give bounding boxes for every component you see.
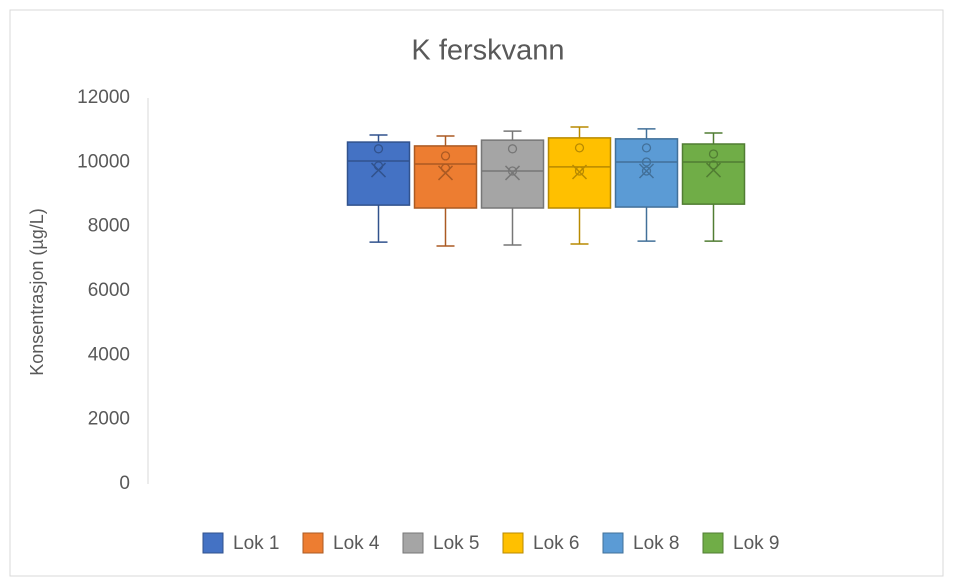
mean-marker [638,163,655,179]
mean-marker [504,165,521,181]
legend-swatch [402,532,424,554]
legend-label: Lok 9 [733,533,779,554]
mean-marker [571,164,588,180]
box [614,138,679,208]
data-point [641,157,652,167]
box [480,139,545,209]
data-point [574,143,585,153]
legend-swatch [302,532,324,554]
data-point [641,143,652,153]
data-point [574,166,585,176]
box [681,143,746,205]
y-tick-label: 6000 [88,280,130,301]
legend-label: Lok 8 [633,533,679,554]
y-tick-label: 8000 [88,216,130,237]
legend-label: Lok 5 [433,533,479,554]
legend-label: Lok 6 [533,533,579,554]
data-point [708,160,719,170]
y-tick-label: 10000 [77,151,130,172]
legend-swatch [602,532,624,554]
legend-label: Lok 1 [233,533,279,554]
data-point [708,149,719,159]
data-point [641,166,652,176]
data-point [373,161,384,171]
legend-swatch [202,532,224,554]
mean-marker [437,165,454,181]
y-tick-label: 12000 [77,87,130,108]
legend-swatch [502,532,524,554]
data-point [440,151,451,161]
y-axis-title: Konsentrasjon (µg/L) [27,208,47,375]
data-point [507,144,518,154]
y-tick-label: 4000 [88,344,130,365]
box [413,145,478,209]
y-tick-label: 2000 [88,409,130,430]
legend-label: Lok 4 [333,533,380,554]
chart-frame [9,9,944,577]
data-point [440,163,451,173]
data-point [373,144,384,154]
data-point [507,166,518,176]
legend-swatch [702,532,724,554]
y-tick-label: 0 [119,473,130,494]
chart-title: K ferskvann [411,35,564,67]
mean-marker [705,162,722,178]
box [346,141,411,206]
